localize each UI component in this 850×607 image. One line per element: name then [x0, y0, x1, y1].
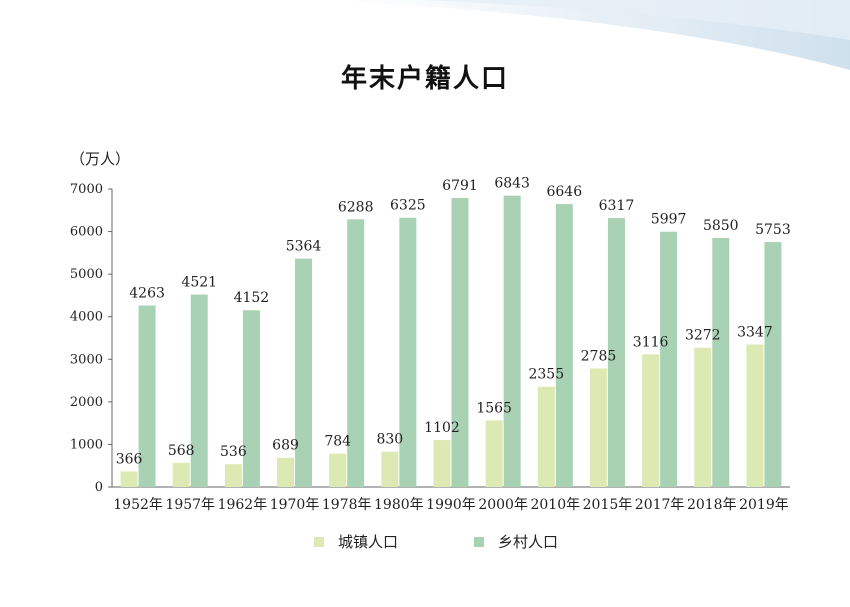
- bar-rural: [764, 242, 782, 487]
- bar-urban: [485, 420, 503, 487]
- x-tick-label: 2017年: [635, 497, 685, 513]
- chart-data-labels: 366 4263 568 4521 536 4152 689 5364 784 6288 830 63…: [116, 176, 791, 468]
- x-tick-label: 2015年: [583, 497, 633, 513]
- bar-rural: [607, 218, 625, 487]
- legend-item-urban: 城镇人口: [314, 531, 398, 552]
- data-label-rural: 6791: [442, 178, 478, 194]
- chart-legend: 城镇人口 乡村人口: [0, 531, 850, 555]
- y-tick-label: 2000: [70, 395, 103, 410]
- data-label-rural: 6317: [599, 198, 635, 214]
- data-label-rural: 4521: [181, 275, 217, 291]
- legend-label-rural: 乡村人口: [498, 533, 559, 551]
- bar-rural: [660, 231, 678, 487]
- x-tick-label: 2019年: [739, 497, 789, 513]
- y-axis-unit: （万人）: [70, 150, 131, 168]
- legend-label-urban: 城镇人口: [338, 533, 399, 551]
- bar-urban: [642, 354, 660, 487]
- bar-rural: [451, 197, 469, 487]
- x-tick-label: 2000年: [478, 497, 528, 513]
- x-tick-label: 1952年: [113, 497, 163, 513]
- data-label-urban: 689: [272, 438, 299, 454]
- bar-urban: [381, 451, 399, 487]
- y-tick-label: 0: [95, 480, 103, 495]
- data-label-urban: 3272: [685, 328, 721, 344]
- x-tick-label: 1957年: [165, 497, 215, 513]
- x-tick-label: 2010年: [530, 497, 580, 513]
- bar-urban: [433, 440, 451, 487]
- data-label-rural: 6325: [390, 198, 426, 214]
- data-label-rural: 4263: [129, 286, 165, 302]
- bar-urban: [172, 462, 190, 487]
- y-tick-label: 5000: [70, 267, 103, 282]
- bar-rural: [242, 310, 260, 487]
- data-label-rural: 6646: [546, 184, 582, 200]
- y-tick-label: 3000: [70, 352, 103, 367]
- y-tick-label: 4000: [70, 310, 103, 325]
- x-tick-label: 1980年: [374, 497, 424, 513]
- bar-rural: [347, 219, 365, 487]
- data-label-urban: 2355: [528, 367, 564, 383]
- data-label-rural: 5850: [703, 218, 739, 234]
- data-label-urban: 1565: [476, 400, 512, 416]
- bar-urban: [694, 347, 712, 487]
- data-label-rural: 5753: [755, 222, 791, 238]
- data-label-rural: 6288: [338, 199, 374, 215]
- bar-urban: [746, 344, 764, 487]
- x-tick-label: 2018年: [687, 497, 737, 513]
- data-label-urban: 568: [168, 443, 195, 459]
- data-label-rural: 4152: [234, 290, 270, 306]
- data-label-urban: 784: [324, 434, 351, 450]
- data-label-urban: 2785: [581, 348, 617, 364]
- bar-urban: [537, 386, 555, 487]
- data-label-rural: 6843: [494, 176, 530, 192]
- bar-urban: [120, 471, 138, 487]
- bar-rural: [503, 195, 521, 487]
- legend-item-rural: 乡村人口: [474, 531, 558, 552]
- data-label-rural: 5997: [651, 212, 687, 228]
- data-label-urban: 1102: [424, 420, 460, 436]
- bar-urban: [224, 464, 242, 487]
- chart-bars: [120, 195, 782, 487]
- y-tick-label: 7000: [70, 182, 103, 197]
- bar-rural: [295, 258, 313, 487]
- bar-rural: [712, 237, 730, 487]
- bar-rural: [190, 294, 208, 487]
- legend-swatch-rural: [474, 536, 484, 547]
- y-tick-label: 6000: [70, 225, 103, 240]
- x-tick-label: 1990年: [426, 497, 476, 513]
- bar-urban: [277, 457, 295, 487]
- legend-swatch-urban: [314, 536, 324, 547]
- bar-rural: [555, 204, 573, 487]
- data-label-urban: 830: [376, 432, 403, 448]
- x-tick-label: 1970年: [270, 497, 320, 513]
- data-label-urban: 3347: [737, 325, 773, 341]
- x-tick-label: 1962年: [218, 497, 268, 513]
- data-label-urban: 536: [220, 444, 247, 460]
- data-label-rural: 5364: [286, 239, 322, 255]
- data-label-urban: 3116: [633, 334, 669, 350]
- bar-rural: [138, 305, 156, 487]
- data-label-urban: 366: [116, 451, 143, 467]
- bar-urban: [329, 453, 347, 487]
- y-tick-label: 1000: [70, 437, 103, 452]
- bar-urban: [589, 368, 607, 487]
- x-tick-label: 1978年: [322, 497, 372, 513]
- bar-rural: [399, 217, 417, 487]
- chart-title: 年末户籍人口: [340, 64, 509, 94]
